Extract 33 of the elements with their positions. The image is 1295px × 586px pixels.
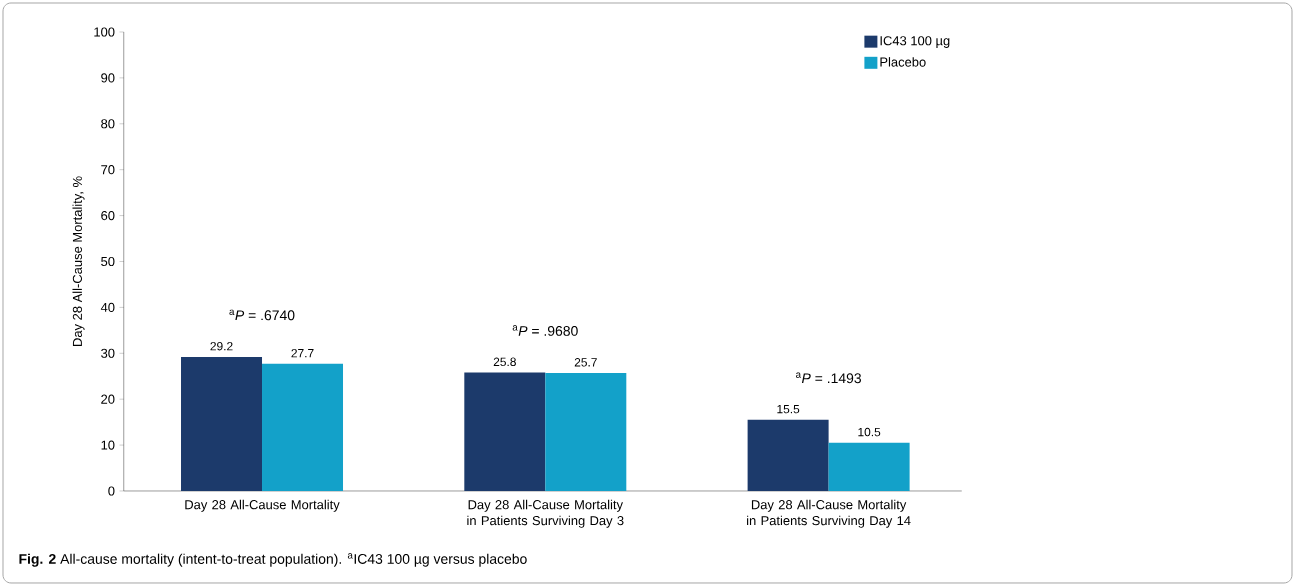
- y-tick-label: 100: [94, 27, 115, 37]
- data-label: 29.2: [210, 341, 233, 351]
- data-label: 15.5: [777, 404, 800, 414]
- x-tick-label: Day 28 All-Cause Mortality: [185, 499, 340, 512]
- x-tick-label: Day 28 All-Cause Mortality in Patients Surviving Day 3: [467, 499, 624, 528]
- bar: [181, 356, 263, 491]
- y-tick-label: 70: [101, 165, 115, 175]
- legend-label: IC43 100 µg: [880, 36, 950, 48]
- data-label: 10.5: [858, 427, 881, 437]
- annotation: $^{a}$P = .1493: [796, 372, 861, 384]
- y-tick-label: 80: [101, 119, 115, 129]
- data-label: 27.7: [291, 348, 314, 358]
- y-axis-title: Day 28 All-Cause Mortality, %: [72, 176, 85, 346]
- data-label: 25.8: [493, 357, 516, 367]
- y-tick-label: 30: [101, 348, 115, 358]
- bar: [545, 373, 627, 491]
- annotation: $^{a}$P = .9680: [512, 325, 578, 336]
- annotation: $^{a}$P = .6740: [229, 309, 295, 321]
- y-tick-label: 50: [101, 256, 115, 267]
- text: Fig. 2 All-cause mortality (intent-to-treat population). $^{a}$IC43 100 µg versus placebo: [19, 553, 527, 567]
- y-tick-label: 20: [101, 394, 115, 404]
- y-tick-label: 10: [101, 440, 115, 450]
- y-tick-label: 90: [101, 73, 115, 83]
- y-tick-label: 60: [101, 211, 115, 221]
- x-tick-label: Day 28 All-Cause Mortality in Patients Surviving Day 14: [747, 499, 911, 528]
- bar: [747, 419, 829, 491]
- bar: [464, 372, 546, 491]
- y-tick-label: 40: [100, 302, 115, 312]
- legend-label: Placebo: [880, 57, 926, 67]
- bar: [262, 363, 344, 491]
- bar: [828, 442, 910, 491]
- data-label: 25.7: [574, 358, 597, 367]
- y-tick-label: 0: [108, 486, 115, 496]
